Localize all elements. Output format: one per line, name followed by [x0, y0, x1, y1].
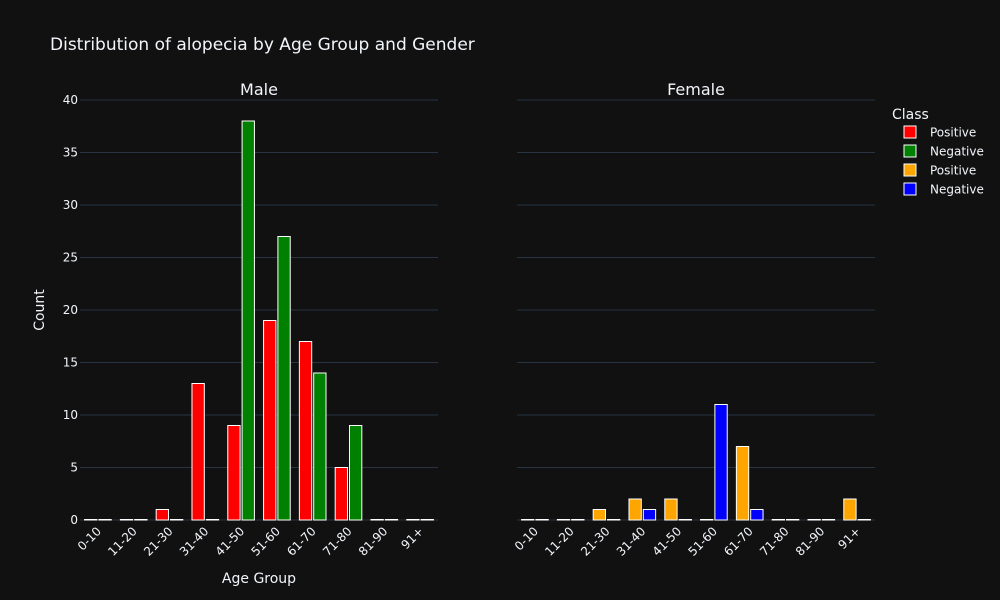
x-tick-label: 0-10 [75, 524, 104, 553]
bar-positive[interactable] [119, 519, 134, 521]
legend-title: Class [892, 107, 929, 123]
bar-negative[interactable] [857, 519, 871, 521]
x-axis-female: 0-10 11-20 21-30 31-40 41-50 51-60 61-70 71-80 8… [512, 524, 863, 559]
bar-negative[interactable] [821, 519, 836, 521]
bar-positive[interactable] [664, 498, 678, 521]
panel-female: Female 0-10 11-20 21-30 31-40 41-50 51-60 61-7… [512, 80, 875, 559]
bar-positive[interactable] [700, 519, 714, 521]
y-tick-label: 40 [63, 93, 78, 107]
bar-negative[interactable] [750, 509, 764, 521]
x-tick-label: 81-90 [356, 524, 391, 559]
y-tick-label: 5 [70, 461, 78, 475]
bar-positive[interactable] [556, 519, 571, 521]
bar-negative[interactable] [384, 519, 399, 521]
bar-positive[interactable] [592, 509, 606, 521]
x-tick-label: 51-60 [248, 524, 283, 559]
bar-negative[interactable] [134, 519, 148, 521]
bar-positive[interactable] [370, 519, 384, 521]
bar-negative[interactable] [98, 519, 112, 521]
bar-positive[interactable] [334, 467, 348, 521]
bar-negative[interactable] [642, 509, 657, 521]
y-tick-label: 30 [63, 198, 78, 212]
bar-negative[interactable] [420, 519, 434, 521]
bar-positive[interactable] [406, 519, 420, 521]
legend: Class Positive Negative Positive Negative [892, 107, 984, 197]
bar-negative[interactable] [571, 519, 585, 521]
x-tick-label: 11-20 [542, 524, 577, 559]
x-axis-male: 0-10 11-20 21-30 31-40 41-50 51-60 61-70 71-80 8… [75, 524, 426, 559]
bar-positive[interactable] [807, 519, 821, 521]
x-tick-label: 11-20 [105, 524, 140, 559]
bar-positive[interactable] [771, 519, 785, 521]
grid-female [517, 99, 875, 521]
bar-negative[interactable] [786, 519, 800, 521]
bar-positive[interactable] [298, 341, 313, 521]
bar-positive[interactable] [735, 446, 750, 521]
legend-swatch[interactable] [903, 182, 917, 196]
x-tick-label: 31-40 [614, 524, 649, 559]
x-tick-label: 31-40 [177, 524, 212, 559]
bar-negative[interactable] [349, 425, 363, 521]
bars-male [84, 120, 434, 521]
x-tick-label: 41-50 [650, 524, 685, 559]
bar-positive[interactable] [84, 519, 98, 521]
x-tick-label: 91+ [398, 524, 426, 552]
x-axis-label: Age Group [222, 571, 296, 587]
bars-female [521, 404, 871, 521]
legend-swatch[interactable] [903, 163, 917, 177]
legend-swatch[interactable] [903, 144, 917, 158]
bar-positive[interactable] [628, 498, 642, 521]
legend-label[interactable]: Negative [930, 145, 984, 159]
bar-positive[interactable] [227, 425, 241, 521]
x-tick-label: 81-90 [793, 524, 828, 559]
y-axis-male: 0 5 10 15 20 25 30 35 40 [63, 93, 78, 527]
bar-positive[interactable] [843, 498, 857, 521]
bar-negative[interactable] [535, 519, 549, 521]
y-tick-label: 10 [63, 408, 78, 422]
bar-negative[interactable] [277, 236, 291, 521]
panel-title-female: Female [667, 80, 725, 99]
bar-negative[interactable] [313, 372, 327, 521]
y-axis-label: Count [32, 289, 48, 331]
legend-label[interactable]: Positive [930, 164, 976, 178]
y-tick-label: 0 [70, 513, 78, 527]
y-tick-label: 20 [63, 303, 78, 317]
x-tick-label: 71-80 [757, 524, 792, 559]
bar-negative[interactable] [170, 519, 184, 521]
grid-male [80, 99, 438, 521]
x-tick-label: 0-10 [512, 524, 541, 553]
bar-negative[interactable] [241, 120, 255, 521]
y-tick-label: 25 [63, 251, 78, 265]
x-tick-label: 51-60 [685, 524, 720, 559]
x-tick-label: 71-80 [320, 524, 355, 559]
x-tick-label: 91+ [835, 524, 863, 552]
y-tick-label: 15 [63, 356, 78, 370]
bar-negative[interactable] [205, 519, 220, 521]
bar-negative[interactable] [714, 404, 728, 521]
x-tick-label: 61-70 [721, 524, 756, 559]
bar-negative[interactable] [678, 519, 692, 521]
chart-title: Distribution of alopecia by Age Group an… [50, 35, 475, 55]
panel-title-male: Male [240, 80, 278, 99]
x-tick-label: 41-50 [213, 524, 248, 559]
legend-swatch[interactable] [903, 125, 917, 139]
x-tick-label: 21-30 [578, 524, 613, 559]
y-tick-label: 35 [63, 146, 78, 160]
bar-positive[interactable] [263, 320, 277, 521]
bar-negative[interactable] [607, 519, 621, 521]
bar-positive[interactable] [521, 519, 535, 521]
legend-label[interactable]: Negative [930, 183, 984, 197]
bar-positive[interactable] [191, 383, 205, 521]
legend-label[interactable]: Positive [930, 126, 976, 140]
bar-positive[interactable] [155, 509, 169, 521]
x-tick-label: 21-30 [141, 524, 176, 559]
panel-male: Male 0 5 10 15 20 25 30 35 40 0-10 11-20 21-30 31-4… [63, 80, 438, 559]
x-tick-label: 61-70 [284, 524, 319, 559]
